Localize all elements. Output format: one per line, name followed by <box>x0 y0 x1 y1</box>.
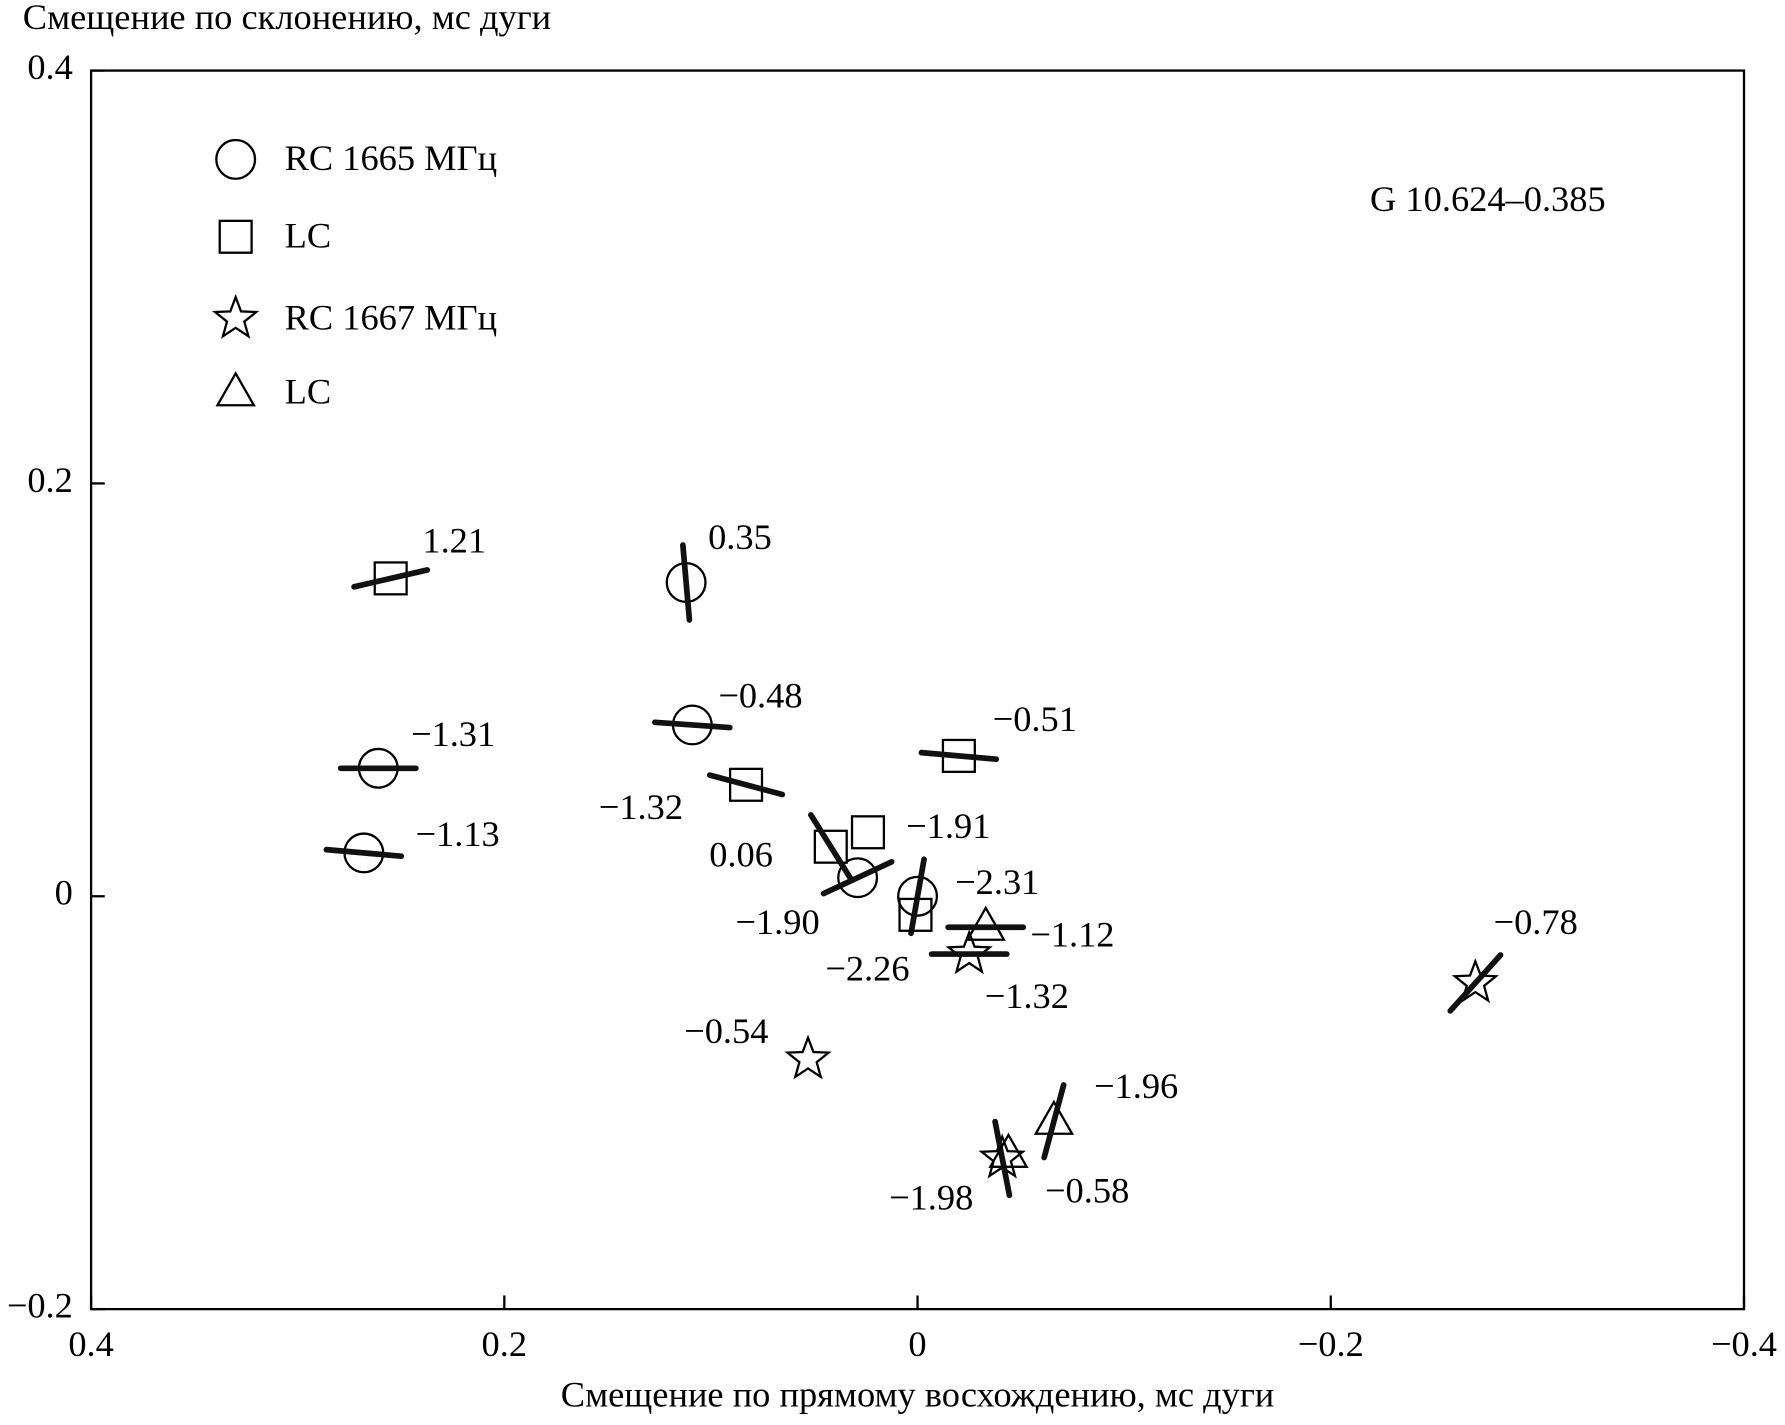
marker-square <box>373 561 408 596</box>
orientation-bar <box>680 542 693 623</box>
orientation-bar <box>706 772 786 798</box>
point-label: 0.35 <box>708 517 772 557</box>
point-label: −1.32 <box>985 976 1069 1016</box>
orientation-bar <box>808 812 854 882</box>
legend-label: RC 1665 МГц <box>285 138 497 178</box>
legend-marker <box>218 219 253 254</box>
y-tick-label: 0.2 <box>27 460 73 500</box>
y-tick-label: 0.4 <box>27 47 73 87</box>
point-label: −0.48 <box>718 675 802 715</box>
point-label: −1.91 <box>906 806 990 846</box>
x-tick-label: −0.4 <box>1711 1324 1777 1364</box>
x-tick-label: −0.2 <box>1298 1324 1364 1364</box>
legend-marker <box>215 138 257 180</box>
y-tick-label: 0 <box>55 873 73 913</box>
orientation-bar <box>652 719 733 731</box>
point-label: −1.32 <box>599 787 683 827</box>
point-label: −1.96 <box>1094 1066 1178 1106</box>
marker-square <box>728 767 764 802</box>
point-label: −0.78 <box>1494 902 1578 942</box>
marker-square <box>898 897 933 932</box>
orientation-bar <box>918 749 1000 763</box>
point-label: −1.98 <box>889 1177 973 1217</box>
point-label: −2.31 <box>955 862 1039 902</box>
orientation-bar <box>1041 1082 1067 1161</box>
y-axis-title: Смещение по склонению, мс дуги <box>23 0 551 37</box>
marker-circle <box>837 857 879 899</box>
marker-square <box>813 829 848 864</box>
marker-star <box>1451 958 1499 1004</box>
marker-star <box>784 1034 832 1080</box>
orientation-bar <box>351 567 431 590</box>
marker-triangle <box>1033 1099 1075 1135</box>
x-axis-title: Смещение по прямому восхождению, мс дуги <box>561 1374 1274 1414</box>
point-label: −1.13 <box>416 814 500 854</box>
legend-label: RC 1667 МГц <box>285 297 497 337</box>
point-label: −0.58 <box>1045 1170 1129 1210</box>
point-label: 1.21 <box>422 520 486 560</box>
marker-triangle <box>965 905 1006 941</box>
plot-frame <box>89 69 1746 1311</box>
point-label: −0.51 <box>993 699 1077 739</box>
x-tick-label: 0.2 <box>482 1324 528 1364</box>
marker-star <box>945 929 993 975</box>
marker-circle <box>897 875 939 917</box>
marker-square <box>850 815 886 850</box>
legend-marker <box>211 293 260 339</box>
orientation-bar <box>323 846 405 860</box>
point-label: 0.06 <box>709 835 773 875</box>
point-label: −0.54 <box>684 1011 768 1051</box>
point-label: −1.12 <box>1030 914 1114 954</box>
annotation: G 10.624–0.385 <box>1370 179 1606 219</box>
legend-label: LC <box>285 371 332 411</box>
orientation-bar <box>820 858 895 897</box>
legend-marker <box>215 371 256 407</box>
point-label: −2.26 <box>825 949 909 989</box>
point-label: −1.90 <box>735 902 819 942</box>
point-label: −1.31 <box>411 714 495 754</box>
x-tick-label: 0 <box>908 1324 926 1364</box>
legend-label: LC <box>285 215 332 255</box>
x-tick-label: 0.4 <box>68 1324 114 1364</box>
orientation-bar <box>992 1118 1013 1199</box>
marker-triangle <box>988 1132 1029 1168</box>
orientation-bar <box>908 856 927 937</box>
orientation-bar <box>1447 952 1504 1014</box>
y-tick-label: −0.2 <box>7 1285 73 1325</box>
